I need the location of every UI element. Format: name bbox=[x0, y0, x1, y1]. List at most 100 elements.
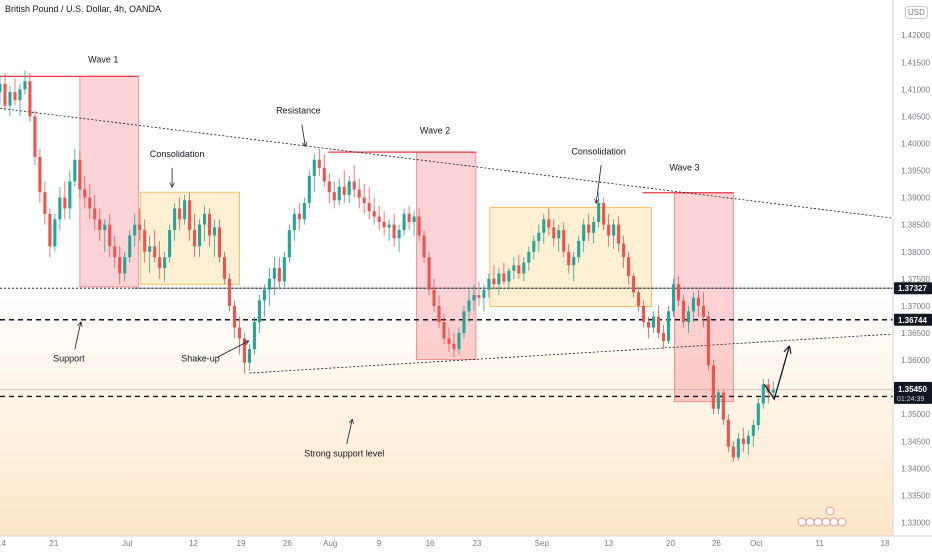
candle-body bbox=[48, 213, 52, 247]
candle-body bbox=[202, 213, 207, 225]
event-icon[interactable] bbox=[813, 517, 823, 527]
candle bbox=[272, 257, 276, 296]
candle bbox=[178, 197, 182, 231]
candle-body bbox=[532, 240, 536, 252]
candle-body bbox=[153, 246, 157, 258]
annotation-consolidation-2[interactable]: Consolidation bbox=[571, 146, 626, 156]
candle-body bbox=[188, 200, 192, 231]
event-icon[interactable] bbox=[837, 517, 847, 527]
candle bbox=[696, 289, 700, 317]
candle bbox=[93, 194, 97, 231]
annotation-arrow-consolidation-2[interactable] bbox=[596, 165, 602, 203]
candle-body bbox=[726, 419, 730, 447]
candle bbox=[108, 213, 112, 258]
candle bbox=[502, 262, 506, 285]
candle bbox=[292, 208, 296, 241]
annotation-support[interactable]: Support bbox=[53, 354, 85, 364]
candle-body bbox=[417, 216, 421, 236]
currency-badge[interactable]: USD bbox=[905, 6, 928, 19]
candle-body bbox=[242, 338, 246, 363]
candle bbox=[736, 433, 740, 461]
candle bbox=[716, 389, 720, 415]
annotation-consolidation-1[interactable]: Consolidation bbox=[150, 149, 205, 159]
candle-body bbox=[637, 292, 641, 306]
annotation-wave-2-label[interactable]: Wave 2 bbox=[420, 126, 450, 136]
candle-body bbox=[332, 192, 336, 201]
candle-body bbox=[527, 251, 531, 263]
candle-body bbox=[382, 221, 386, 228]
trendline-resistance[interactable] bbox=[0, 107, 894, 219]
annotation-arrow-support[interactable] bbox=[74, 322, 81, 350]
y-tick-label: 1.42000 bbox=[901, 31, 930, 40]
candle bbox=[487, 273, 491, 298]
annotation-wave-1-label[interactable]: Wave 1 bbox=[88, 54, 118, 64]
candle-body bbox=[198, 224, 202, 247]
candle-body bbox=[33, 116, 37, 158]
candle bbox=[317, 148, 321, 176]
candle bbox=[188, 192, 192, 241]
last-price-countdown: 01:24:39 bbox=[897, 396, 924, 403]
y-tick-label: 1.36500 bbox=[901, 329, 930, 338]
candle-body bbox=[402, 213, 406, 231]
y-tick-label: 1.34500 bbox=[901, 437, 930, 446]
wave-2-zone[interactable] bbox=[416, 152, 476, 360]
candle bbox=[148, 235, 152, 274]
candle-body bbox=[367, 203, 371, 212]
candle bbox=[756, 397, 760, 431]
candle bbox=[217, 219, 222, 263]
y-tick-label: 1.40500 bbox=[901, 112, 930, 121]
candle bbox=[68, 170, 72, 220]
candle bbox=[457, 327, 461, 355]
candle bbox=[347, 175, 351, 204]
candle-body bbox=[372, 211, 376, 217]
annotation-strong-support[interactable]: Strong support level bbox=[304, 448, 384, 458]
wave-3-zone[interactable] bbox=[674, 192, 734, 402]
candle-body bbox=[118, 257, 122, 274]
x-tick-label: 14 bbox=[0, 539, 6, 548]
annotation-arrow-resistance[interactable] bbox=[301, 124, 305, 147]
trendline-support[interactable] bbox=[249, 333, 894, 374]
annotations: Resistance Consolidation Consolidation Supp… bbox=[53, 54, 789, 458]
annotation-arrow-shake-up[interactable] bbox=[216, 341, 248, 358]
candle-body bbox=[711, 365, 715, 409]
candle-body bbox=[502, 273, 506, 282]
candle-body bbox=[442, 322, 446, 339]
x-tick-label: Sep bbox=[535, 539, 550, 548]
event-icon[interactable] bbox=[797, 517, 807, 527]
annotation-arrow-strong-support[interactable] bbox=[346, 420, 352, 445]
candle-body bbox=[347, 181, 351, 195]
candle bbox=[587, 213, 591, 241]
candle-body bbox=[666, 311, 671, 342]
candle-body bbox=[572, 257, 576, 266]
candle bbox=[691, 292, 695, 323]
x-axis: 14 21 Jul 12 19 26 Aug 9 16 23 Sep 13 20 26 Oct 11 18 bbox=[0, 535, 932, 548]
candle-body bbox=[537, 232, 541, 241]
price-tag-1.36744 bbox=[894, 313, 932, 326]
annotation-resistance[interactable]: Resistance bbox=[276, 106, 321, 116]
candle-body bbox=[522, 262, 526, 274]
event-icon[interactable] bbox=[829, 517, 839, 527]
candle-body bbox=[671, 284, 676, 312]
candle-body bbox=[592, 221, 596, 233]
consolidation-2-zone[interactable] bbox=[489, 207, 652, 307]
candle bbox=[427, 251, 431, 296]
candle-body bbox=[706, 316, 710, 366]
annotation-wave-3-label[interactable]: Wave 3 bbox=[669, 163, 699, 173]
event-icon[interactable] bbox=[825, 506, 835, 516]
candle bbox=[442, 314, 446, 344]
candle-body bbox=[108, 224, 112, 247]
candle-body bbox=[247, 349, 251, 363]
projection-arrow[interactable] bbox=[763, 347, 789, 401]
candle-body bbox=[612, 224, 616, 236]
candle bbox=[632, 273, 636, 298]
event-icon[interactable] bbox=[821, 517, 831, 527]
candle-body bbox=[766, 384, 770, 393]
event-icon[interactable] bbox=[805, 517, 815, 527]
candle bbox=[168, 224, 172, 263]
annotation-shake-up[interactable]: Shake-up bbox=[181, 354, 220, 364]
event-icons[interactable] bbox=[797, 506, 847, 527]
candle bbox=[257, 295, 261, 333]
candle bbox=[507, 268, 511, 290]
